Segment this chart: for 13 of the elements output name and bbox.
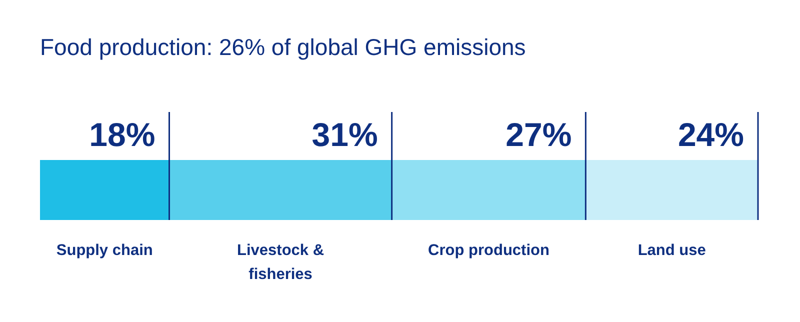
series-label: Supply chain bbox=[56, 242, 153, 259]
series-label: Crop production bbox=[428, 242, 550, 259]
data-label: 24% bbox=[678, 116, 744, 153]
data-label: 27% bbox=[506, 116, 572, 153]
data-label: 31% bbox=[312, 116, 378, 153]
bar bbox=[40, 160, 170, 220]
data-label: 18% bbox=[89, 116, 156, 153]
bar bbox=[586, 160, 758, 220]
chart-title: Food production: 26% of global GHG emissions bbox=[40, 34, 526, 60]
bar bbox=[169, 160, 392, 220]
bar bbox=[392, 160, 586, 220]
series-label: Land use bbox=[638, 242, 706, 259]
series-label: Livestock & fisheries bbox=[237, 242, 324, 283]
